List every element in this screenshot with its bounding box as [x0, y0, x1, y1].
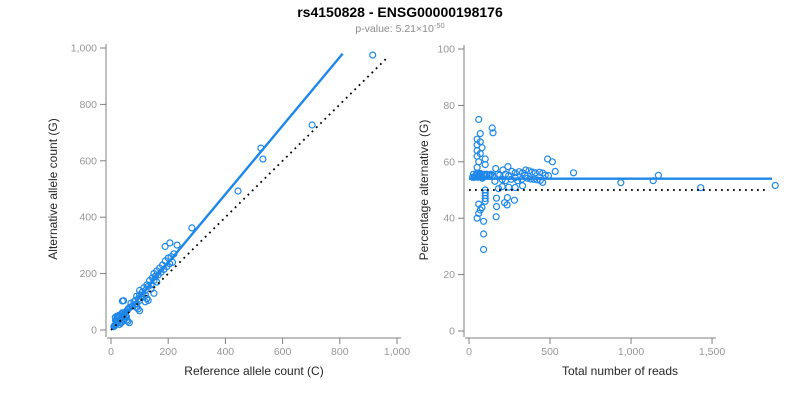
data-point: [498, 183, 506, 191]
data-point: [475, 115, 483, 124]
x-tick-label: 1,000: [618, 346, 644, 358]
y-tick-label: 60: [443, 156, 455, 168]
figure-title: rs4150828 - ENSG00000198176: [297, 4, 503, 20]
data-point: [654, 171, 663, 179]
data-point: [531, 169, 540, 177]
x-tick-label: 400: [217, 346, 235, 358]
data-point: [569, 169, 578, 177]
data-point: [161, 242, 169, 251]
x-tick-label: 1,500: [699, 346, 725, 358]
data-point: [308, 121, 316, 129]
data-point: [173, 241, 181, 249]
data-point: [475, 209, 483, 217]
data-point: [492, 194, 501, 202]
pvalue-exponent: -50: [434, 21, 445, 30]
x-tick-label: 500: [541, 346, 559, 358]
data-point: [476, 130, 484, 138]
data-point: [508, 167, 516, 175]
data-point: [518, 182, 527, 190]
axes: [100, 44, 401, 344]
x-axis-title: Reference allele count (C): [184, 364, 323, 378]
y-tick-label: 40: [443, 213, 455, 225]
axes: [458, 45, 716, 344]
data-point: [259, 155, 267, 163]
y-tick-label: 0: [91, 325, 97, 337]
data-point: [369, 51, 377, 59]
data-point: [510, 196, 519, 204]
data-point: [153, 278, 161, 286]
identity-line: [110, 57, 388, 331]
data-point: [134, 305, 142, 313]
data-point: [548, 158, 557, 166]
data-point: [535, 168, 544, 176]
x-tick-label: 200: [159, 346, 177, 358]
y-axis-title: Alternative allele count (G): [46, 118, 60, 259]
data-point: [511, 169, 519, 177]
y-tick-label: 20: [443, 269, 455, 281]
y-tick-label: 600: [79, 155, 97, 167]
y-tick-label: 80: [443, 100, 455, 112]
data-point: [492, 165, 500, 173]
percentage-vs-reads-scatter-plot: Total number of reads Percentage alterna…: [417, 44, 779, 378]
data-point: [476, 206, 484, 214]
data-point: [487, 170, 495, 178]
y-axis-title: Percentage alternative (G): [417, 120, 431, 261]
x-tick-label: 1,000: [384, 346, 410, 358]
data-point: [492, 213, 500, 221]
allele-counts-scatter-plot: Reference allele count (C) Alternative a…: [46, 43, 410, 379]
y-tick-label: 0: [449, 326, 455, 338]
data-point: [515, 168, 523, 176]
scatter-points: [110, 51, 377, 331]
data-point: [480, 230, 488, 238]
data-point: [473, 163, 481, 171]
pvalue-text: p-value: 5.21×10: [355, 23, 434, 35]
data-point: [503, 194, 511, 202]
data-point: [150, 289, 158, 297]
x-axis-title: Total number of reads: [562, 364, 678, 378]
data-point: [481, 161, 489, 169]
regression-line: [111, 52, 344, 331]
data-point: [488, 124, 496, 132]
data-point: [771, 181, 779, 190]
data-point: [166, 239, 174, 247]
figure-subtitle: p-value: 5.21×10-50: [355, 21, 444, 35]
data-point: [128, 302, 136, 310]
data-point: [551, 167, 559, 175]
data-point: [234, 187, 242, 195]
data-point: [504, 163, 512, 171]
data-point: [188, 224, 196, 232]
data-point: [113, 313, 122, 321]
x-tick-label: 600: [274, 346, 292, 358]
data-point: [503, 201, 511, 209]
data-point: [617, 179, 625, 187]
data-point: [697, 184, 705, 192]
data-point: [489, 129, 497, 137]
data-point: [480, 245, 488, 254]
data-point: [480, 217, 488, 225]
x-tick-label: 0: [108, 346, 114, 358]
data-point: [492, 203, 501, 211]
y-tick-label: 200: [79, 268, 97, 280]
data-point: [473, 214, 481, 222]
data-point: [525, 167, 533, 175]
data-point: [481, 189, 489, 197]
data-point: [118, 297, 127, 305]
x-tick-label: 0: [466, 346, 472, 358]
data-point: [125, 319, 133, 327]
data-point: [494, 185, 503, 193]
scatter-points: [469, 115, 779, 254]
y-tick-label: 1,000: [71, 43, 97, 55]
data-point: [481, 197, 489, 205]
y-tick-label: 800: [79, 99, 97, 111]
y-tick-label: 100: [437, 44, 455, 56]
y-tick-label: 400: [79, 212, 97, 224]
x-tick-label: 800: [331, 346, 349, 358]
data-point: [528, 168, 536, 176]
